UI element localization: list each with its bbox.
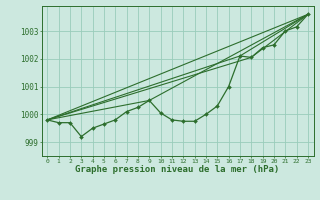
X-axis label: Graphe pression niveau de la mer (hPa): Graphe pression niveau de la mer (hPa) bbox=[76, 165, 280, 174]
